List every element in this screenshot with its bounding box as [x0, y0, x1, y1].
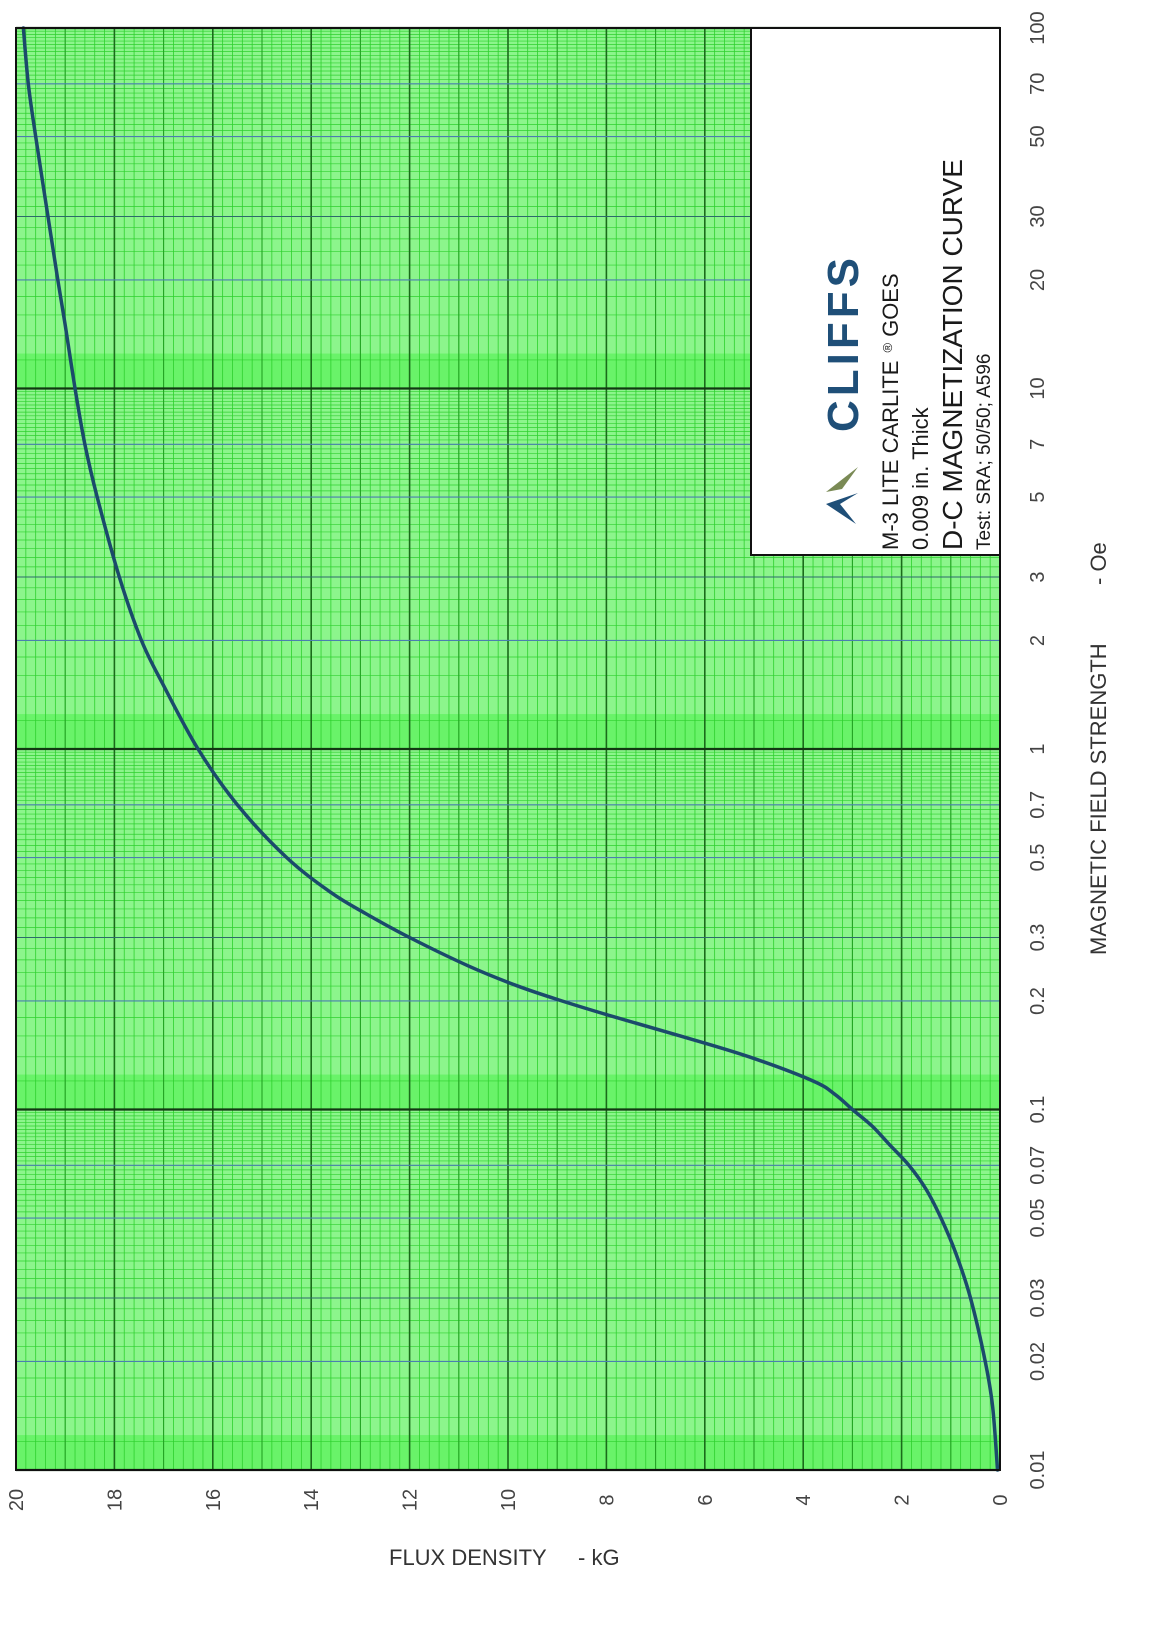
y-tick-label: 16: [203, 1489, 225, 1511]
y-tick-label: 8: [596, 1494, 618, 1505]
y-tick-label: 2: [892, 1494, 914, 1505]
thickness: 0.009 in. Thick: [908, 406, 933, 550]
title-block-frame: [750, 27, 1001, 556]
y-axis-tick-labels: 0 2 4 6 8 10 12 14 16 18 20: [6, 1489, 1012, 1511]
x-axis-title: MAGNETIC FIELD STRENGTH: [1086, 643, 1111, 955]
product-name: M-3 LITE CARLITE®GOES: [878, 273, 903, 550]
test-conditions: Test: SRA; 50/50; A596: [974, 354, 995, 550]
x-tick-label: 100: [1027, 11, 1049, 44]
x-tick-label: 0.1: [1027, 1096, 1049, 1124]
y-tick-label: 10: [498, 1489, 520, 1511]
y-tick-label: 20: [6, 1489, 28, 1511]
curve-layer: [21, 26, 1000, 1472]
x-tick-label: 2: [1027, 635, 1049, 646]
logo-chevron-top: [826, 467, 858, 492]
x-tick-label: 0.3: [1027, 924, 1049, 952]
x-tick-label: 0.5: [1027, 844, 1049, 872]
magnetization-curve-0: [21, 26, 1000, 1472]
y-tick-label: 18: [104, 1489, 126, 1511]
cliffs-logo: CLIFFS: [819, 254, 868, 524]
x-tick-label: 1: [1027, 743, 1049, 754]
plot-frame: [15, 27, 1001, 1471]
x-tick-label: 3: [1027, 571, 1049, 582]
y-tick-label: 0: [990, 1494, 1012, 1505]
x-axis-tick-labels: 0.01 0.02 0.03 0.05 0.07 0.1 0.2 0.3 0.5 0.7 1 2 3 5 7…: [1027, 11, 1049, 1489]
y-axis-title: FLUX DENSITY: [389, 1545, 547, 1570]
x-tick-label: 10: [1027, 377, 1049, 399]
x-tick-label: 50: [1027, 125, 1049, 147]
y-tick-label: 14: [301, 1489, 323, 1511]
logo-chevron-bottom: [826, 493, 858, 524]
x-tick-label: 0.07: [1027, 1146, 1049, 1185]
axis-titles: MAGNETIC FIELD STRENGTH - Oe FLUX DENSITY -…: [389, 542, 1111, 1570]
chart-title: D-C MAGNETIZATION CURVE: [937, 159, 968, 550]
x-axis-unit: - Oe: [1086, 542, 1111, 585]
x-tick-label: 5: [1027, 491, 1049, 502]
x-tick-label: 70: [1027, 73, 1049, 95]
x-tick-label: 0.03: [1027, 1279, 1049, 1318]
x-tick-label: 30: [1027, 205, 1049, 227]
x-tick-label: 20: [1027, 269, 1049, 291]
x-tick-label: 0.02: [1027, 1342, 1049, 1381]
y-tick-label: 6: [695, 1494, 717, 1505]
x-tick-label: 0.2: [1027, 987, 1049, 1015]
major-grid: [15, 26, 1001, 1472]
x-tick-label: 7: [1027, 439, 1049, 450]
brand-name: CLIFFS: [819, 254, 868, 432]
y-tick-label: 4: [793, 1494, 815, 1505]
x-tick-label: 0.01: [1027, 1451, 1049, 1490]
y-tick-label: 12: [400, 1489, 422, 1511]
x-tick-label: 0.05: [1027, 1199, 1049, 1238]
y-axis-unit: - kG: [578, 1545, 620, 1570]
x-tick-label: 0.7: [1027, 791, 1049, 819]
